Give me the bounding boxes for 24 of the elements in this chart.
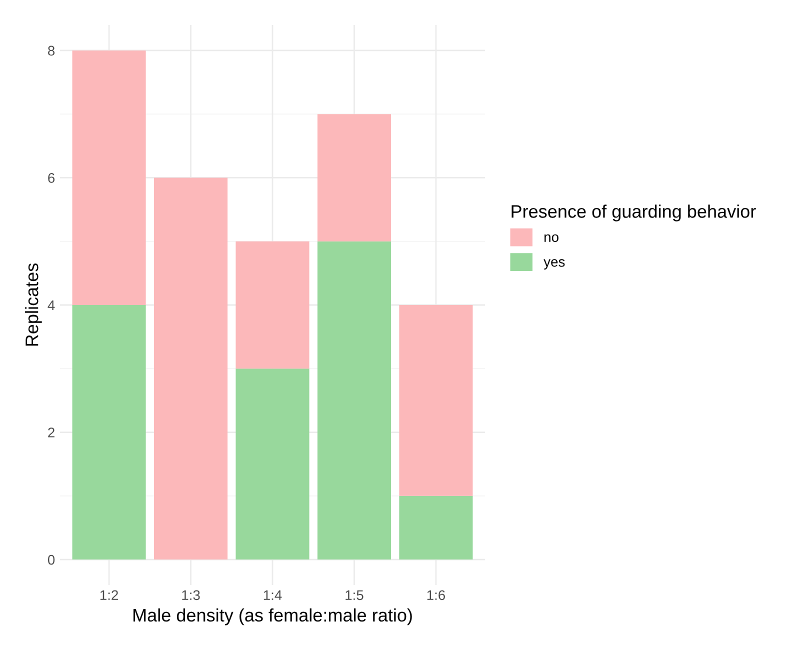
x-tick-label: 1:3 bbox=[182, 590, 200, 600]
y-tick-label: 6 bbox=[48, 173, 55, 183]
bar bbox=[72, 50, 146, 305]
legend-title: Presence of guarding behavior bbox=[512, 204, 756, 222]
y-tick-label: 8 bbox=[48, 46, 55, 56]
bar bbox=[399, 305, 473, 496]
bar bbox=[72, 305, 146, 560]
x-tick-label: 1:2 bbox=[100, 590, 118, 600]
bar bbox=[399, 496, 473, 560]
bar bbox=[317, 241, 392, 560]
legend-label: yes bbox=[544, 259, 565, 270]
bar bbox=[236, 241, 310, 369]
x-tick-label: 1:6 bbox=[427, 590, 446, 600]
bar bbox=[317, 114, 392, 242]
x-tick-label: 1:5 bbox=[346, 590, 364, 600]
y-axis-title: Replicates bbox=[25, 264, 42, 346]
y-tick-label: 4 bbox=[48, 300, 55, 310]
bar bbox=[154, 178, 228, 560]
bar bbox=[236, 368, 310, 560]
legend-label: no bbox=[544, 234, 558, 242]
x-tick-label: 1:4 bbox=[264, 590, 282, 600]
x-axis-title: Male density (as female:male ratio) bbox=[134, 608, 412, 626]
y-tick-label: 0 bbox=[48, 554, 55, 565]
y-tick-label: 2 bbox=[48, 428, 54, 438]
